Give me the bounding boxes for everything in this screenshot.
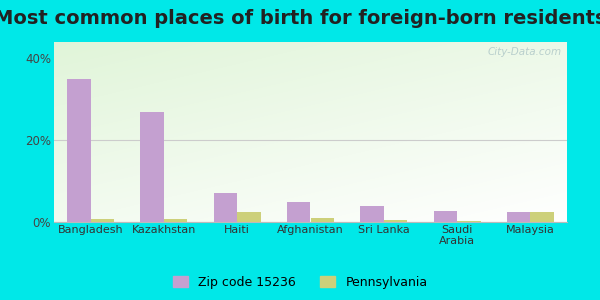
Text: Most common places of birth for foreign-born residents: Most common places of birth for foreign-… bbox=[0, 9, 600, 28]
Bar bbox=[237, 212, 260, 222]
Bar bbox=[164, 219, 187, 222]
Bar bbox=[457, 221, 481, 222]
Legend: Zip code 15236, Pennsylvania: Zip code 15236, Pennsylvania bbox=[167, 271, 433, 294]
Text: City-Data.com: City-Data.com bbox=[488, 47, 562, 57]
Bar bbox=[434, 211, 457, 222]
Bar bbox=[530, 212, 554, 222]
Bar bbox=[361, 206, 384, 222]
Bar bbox=[91, 219, 114, 222]
Bar bbox=[384, 220, 407, 222]
Bar bbox=[140, 112, 164, 222]
Bar bbox=[67, 79, 91, 222]
Bar bbox=[311, 218, 334, 222]
Bar bbox=[214, 194, 237, 222]
Bar bbox=[507, 212, 530, 222]
Bar bbox=[287, 202, 311, 222]
